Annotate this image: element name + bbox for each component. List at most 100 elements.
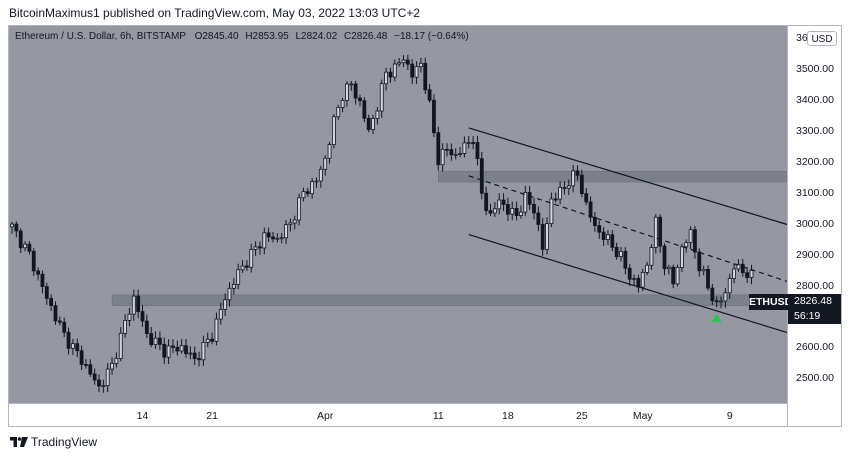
- candle-body-up: [249, 249, 254, 268]
- candle: [131, 289, 136, 321]
- candle: [331, 114, 336, 149]
- candle: [62, 317, 67, 338]
- candle-body-up: [392, 63, 397, 78]
- candle-body-down: [31, 250, 36, 272]
- channel-middle-line: [468, 175, 787, 283]
- candle-body-down: [710, 287, 715, 302]
- candle: [171, 339, 175, 354]
- last-price-value: 2826.48: [794, 295, 832, 307]
- candle-body-up: [114, 358, 119, 364]
- candle: [619, 247, 623, 262]
- candle: [292, 215, 297, 230]
- candle-body-down: [527, 192, 532, 205]
- candle-body-down: [532, 203, 536, 214]
- candle-body-down: [636, 277, 641, 288]
- candle-body-up: [375, 110, 380, 119]
- candle-body-up: [371, 118, 375, 130]
- candle-body-down: [97, 379, 101, 387]
- candle: [684, 239, 689, 253]
- candle: [71, 338, 75, 356]
- candle: [597, 220, 602, 239]
- footer-brand[interactable]: TradingView: [10, 434, 97, 450]
- candle-body-up: [236, 269, 241, 285]
- candle: [175, 340, 180, 356]
- candle-body-up: [331, 116, 336, 145]
- candle-body-up: [345, 83, 349, 101]
- candle-body-up: [749, 270, 754, 278]
- legend-high-label: H: [245, 31, 253, 42]
- support-resistance-zones: [111, 170, 787, 306]
- candle: [184, 338, 188, 358]
- candle-body-down: [671, 266, 676, 285]
- candle-body-down: [479, 158, 484, 194]
- price-tick-label: 2900.00: [796, 248, 834, 261]
- candle: [479, 151, 484, 200]
- candle: [680, 243, 684, 272]
- candles: [10, 54, 754, 393]
- candle-body-down: [14, 223, 19, 232]
- candle-body-up: [732, 268, 736, 279]
- currency-button[interactable]: USD: [807, 31, 837, 46]
- candle: [18, 228, 23, 253]
- candle: [414, 61, 419, 84]
- candle: [236, 263, 241, 290]
- candle: [579, 169, 584, 198]
- candle: [214, 312, 219, 346]
- candle-body-down: [175, 346, 180, 352]
- candle: [653, 214, 658, 254]
- legend-change: −18.17 (−0.64%): [394, 31, 469, 42]
- candle: [210, 332, 215, 345]
- price-axis[interactable]: 3600.003500.003400.003300.003200.003100.…: [787, 26, 841, 426]
- publisher-header: BitcoinMaximus1 published on TradingView…: [9, 6, 421, 20]
- candle: [427, 84, 432, 103]
- candle-body-up: [153, 337, 158, 346]
- candle: [358, 94, 362, 107]
- candle: [584, 188, 589, 206]
- candle-body-up: [231, 283, 236, 289]
- candle: [566, 179, 571, 195]
- time-axis[interactable]: 14 21 Apr 11 18 25 May 9: [9, 403, 787, 426]
- candle: [723, 288, 728, 308]
- candle: [727, 273, 732, 299]
- legend-high-value: 2853.95: [252, 31, 289, 42]
- candle: [227, 282, 232, 307]
- candle-body-down: [597, 225, 602, 233]
- candle-body-up: [340, 100, 345, 108]
- candle: [636, 274, 641, 293]
- candle-body-up: [462, 142, 467, 154]
- legend-close-label: C: [343, 31, 352, 42]
- candle-body-up: [680, 246, 684, 268]
- candle-body-up: [727, 278, 732, 294]
- candle-body-down: [423, 62, 428, 91]
- candle: [258, 241, 262, 255]
- price-tick-label: 2600.00: [796, 341, 834, 354]
- candle: [453, 148, 458, 160]
- candle: [179, 338, 184, 354]
- candle-body-down: [449, 149, 454, 156]
- candle-body-down: [562, 187, 567, 189]
- candle: [418, 57, 423, 73]
- candle: [666, 264, 671, 275]
- candle-body-down: [157, 337, 162, 345]
- candle-body-up: [558, 187, 562, 200]
- candle-body-up: [179, 345, 184, 352]
- candle-body-down: [266, 232, 271, 238]
- candle: [536, 206, 541, 232]
- candle-body-down: [593, 216, 597, 226]
- chart-plot-area[interactable]: Ethereum / U.S. Dollar, 6h, BITSTAMP O28…: [9, 26, 787, 403]
- candle-body-up: [632, 277, 636, 280]
- candle-body-down: [57, 320, 62, 323]
- candle: [610, 230, 615, 252]
- legend-low-label: L: [295, 31, 302, 42]
- candle: [266, 227, 271, 243]
- candle: [505, 197, 510, 221]
- candle-body-down: [366, 117, 371, 130]
- candle: [397, 57, 402, 67]
- candle: [549, 192, 554, 228]
- candle: [640, 268, 645, 292]
- candle: [153, 331, 158, 349]
- candle-body-down: [501, 199, 506, 205]
- candle: [288, 218, 293, 232]
- candle: [318, 165, 323, 188]
- candle-body-up: [223, 299, 228, 310]
